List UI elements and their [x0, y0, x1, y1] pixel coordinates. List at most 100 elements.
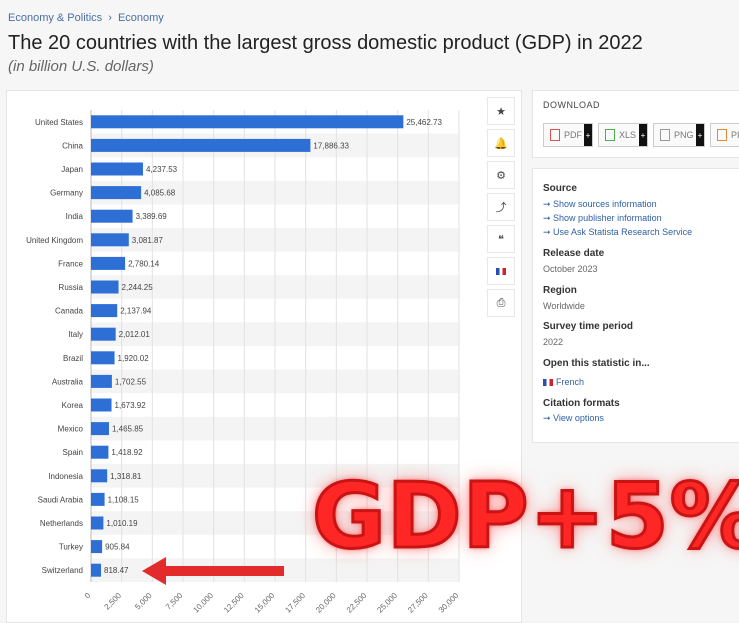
value-label: 4,237.53 — [146, 165, 178, 174]
breadcrumb-separator: › — [108, 12, 112, 24]
source-heading: Source — [543, 183, 577, 194]
category-label: Turkey — [59, 543, 83, 552]
survey-period-heading: Survey time period — [543, 321, 634, 332]
bar — [91, 256, 126, 270]
category-label: Spain — [63, 448, 83, 457]
pdf-file-icon — [550, 129, 560, 141]
download-png-button[interactable]: PNG + — [653, 123, 705, 147]
value-label: 1,920.02 — [118, 354, 150, 363]
breadcrumb-economy[interactable]: Economy — [117, 12, 164, 24]
bar — [91, 186, 142, 200]
ppt-file-icon — [717, 129, 727, 141]
x-tick-label: 12,500 — [222, 591, 246, 615]
x-tick-label: 5,000 — [133, 591, 154, 612]
category-label: Switzerland — [42, 566, 83, 575]
gear-icon[interactable]: ⚙ — [487, 161, 515, 189]
download-pdf-button[interactable]: PDF + — [543, 123, 593, 147]
download-ppt-button[interactable]: PI — [710, 123, 739, 147]
value-label: 25,462.73 — [406, 118, 442, 127]
open-in-french-link[interactable]: French — [543, 377, 584, 387]
value-label: 2,244.25 — [122, 283, 154, 292]
release-date-heading: Release date — [543, 248, 605, 259]
x-tick-label: 22,500 — [345, 591, 369, 615]
category-label: Mexico — [58, 425, 84, 434]
category-label: Russia — [59, 283, 84, 292]
category-label: India — [66, 212, 84, 221]
bell-icon[interactable]: 🔔 — [487, 129, 515, 157]
category-label: Canada — [55, 307, 84, 316]
bar — [91, 469, 108, 483]
x-tick-label: 20,000 — [314, 591, 338, 615]
category-label: United States — [35, 118, 83, 127]
x-tick-label: 7,500 — [164, 591, 185, 612]
category-label: Netherlands — [40, 519, 83, 528]
bar — [91, 422, 109, 436]
bar — [91, 304, 118, 318]
statistic-info-card: Source ➞ Show sources information ➞ Show… — [532, 168, 739, 443]
page-subtitle: (in billion U.S. dollars) — [8, 58, 154, 75]
value-label: 1,418.92 — [111, 448, 143, 457]
value-label: 1,702.55 — [115, 377, 147, 386]
x-tick-label: 2,500 — [103, 591, 124, 612]
bar — [91, 327, 116, 341]
category-label: Germany — [50, 189, 83, 198]
view-citation-link[interactable]: ➞ View options — [543, 413, 604, 423]
value-label: 818.47 — [104, 566, 129, 575]
value-label: 3,389.69 — [136, 212, 168, 221]
bar — [91, 280, 119, 294]
chart-toolbar: ★ 🔔 ⚙ ⤴ ❝ ⎙ — [487, 97, 515, 321]
value-label: 1,010.19 — [106, 519, 138, 528]
download-xls-button[interactable]: XLS + — [598, 123, 648, 147]
x-tick-label: 15,000 — [253, 591, 277, 615]
bar — [91, 138, 311, 152]
research-service-link[interactable]: ➞ Use Ask Statista Research Service — [543, 227, 693, 237]
x-tick-label: 25,000 — [375, 591, 399, 615]
release-date-value: October 2023 — [543, 264, 598, 274]
value-label: 2,012.01 — [119, 330, 151, 339]
bar — [91, 209, 133, 223]
x-tick-label: 10,000 — [191, 591, 215, 615]
value-label: 905.84 — [105, 543, 130, 552]
star-icon[interactable]: ★ — [487, 97, 515, 125]
breadcrumb-economy-politics[interactable]: Economy & Politics — [8, 12, 103, 24]
x-tick-label: 30,000 — [437, 591, 461, 615]
bar — [91, 162, 143, 176]
bar — [91, 351, 115, 365]
download-title: DOWNLOAD — [543, 100, 601, 110]
bar — [91, 540, 103, 554]
x-tick-label: 17,500 — [283, 591, 307, 615]
quote-icon[interactable]: ❝ — [487, 225, 515, 253]
value-label: 1,673.92 — [115, 401, 147, 410]
region-heading: Region — [543, 285, 577, 296]
xls-file-icon — [605, 129, 615, 141]
category-label: Brazil — [63, 354, 83, 363]
show-sources-link[interactable]: ➞ Show sources information — [543, 199, 657, 209]
value-label: 17,886.33 — [313, 141, 349, 150]
category-label: Japan — [61, 165, 83, 174]
page-title: The 20 countries with the largest gross … — [8, 32, 643, 54]
chart-card: 0 2,500 5,000 7,500 10,000 12,500 15,000 17,500… — [6, 90, 522, 623]
survey-period-value: 2022 — [543, 337, 564, 347]
french-flag-icon[interactable] — [487, 257, 515, 285]
category-label: Korea — [62, 401, 84, 410]
png-file-icon — [660, 129, 670, 141]
bar — [91, 233, 129, 247]
category-label: China — [62, 141, 83, 150]
red-arrow-icon — [142, 557, 284, 585]
show-publisher-link[interactable]: ➞ Show publisher information — [543, 213, 662, 223]
x-tick-label: 0 — [83, 591, 93, 601]
category-label: Indonesia — [48, 472, 83, 481]
french-flag-icon — [543, 379, 553, 387]
bar — [91, 563, 102, 577]
category-label: France — [58, 259, 83, 268]
share-icon[interactable]: ⤴ — [487, 193, 515, 221]
category-label: Australia — [52, 377, 84, 386]
bar — [91, 492, 105, 506]
gdp-overlay-text: GDP+5% — [311, 464, 739, 569]
bar — [91, 115, 404, 129]
open-statistic-heading: Open this statistic in... — [543, 358, 650, 369]
category-label: Saudi Arabia — [38, 495, 84, 504]
citation-heading: Citation formats — [543, 398, 620, 409]
print-icon[interactable]: ⎙ — [487, 289, 515, 317]
